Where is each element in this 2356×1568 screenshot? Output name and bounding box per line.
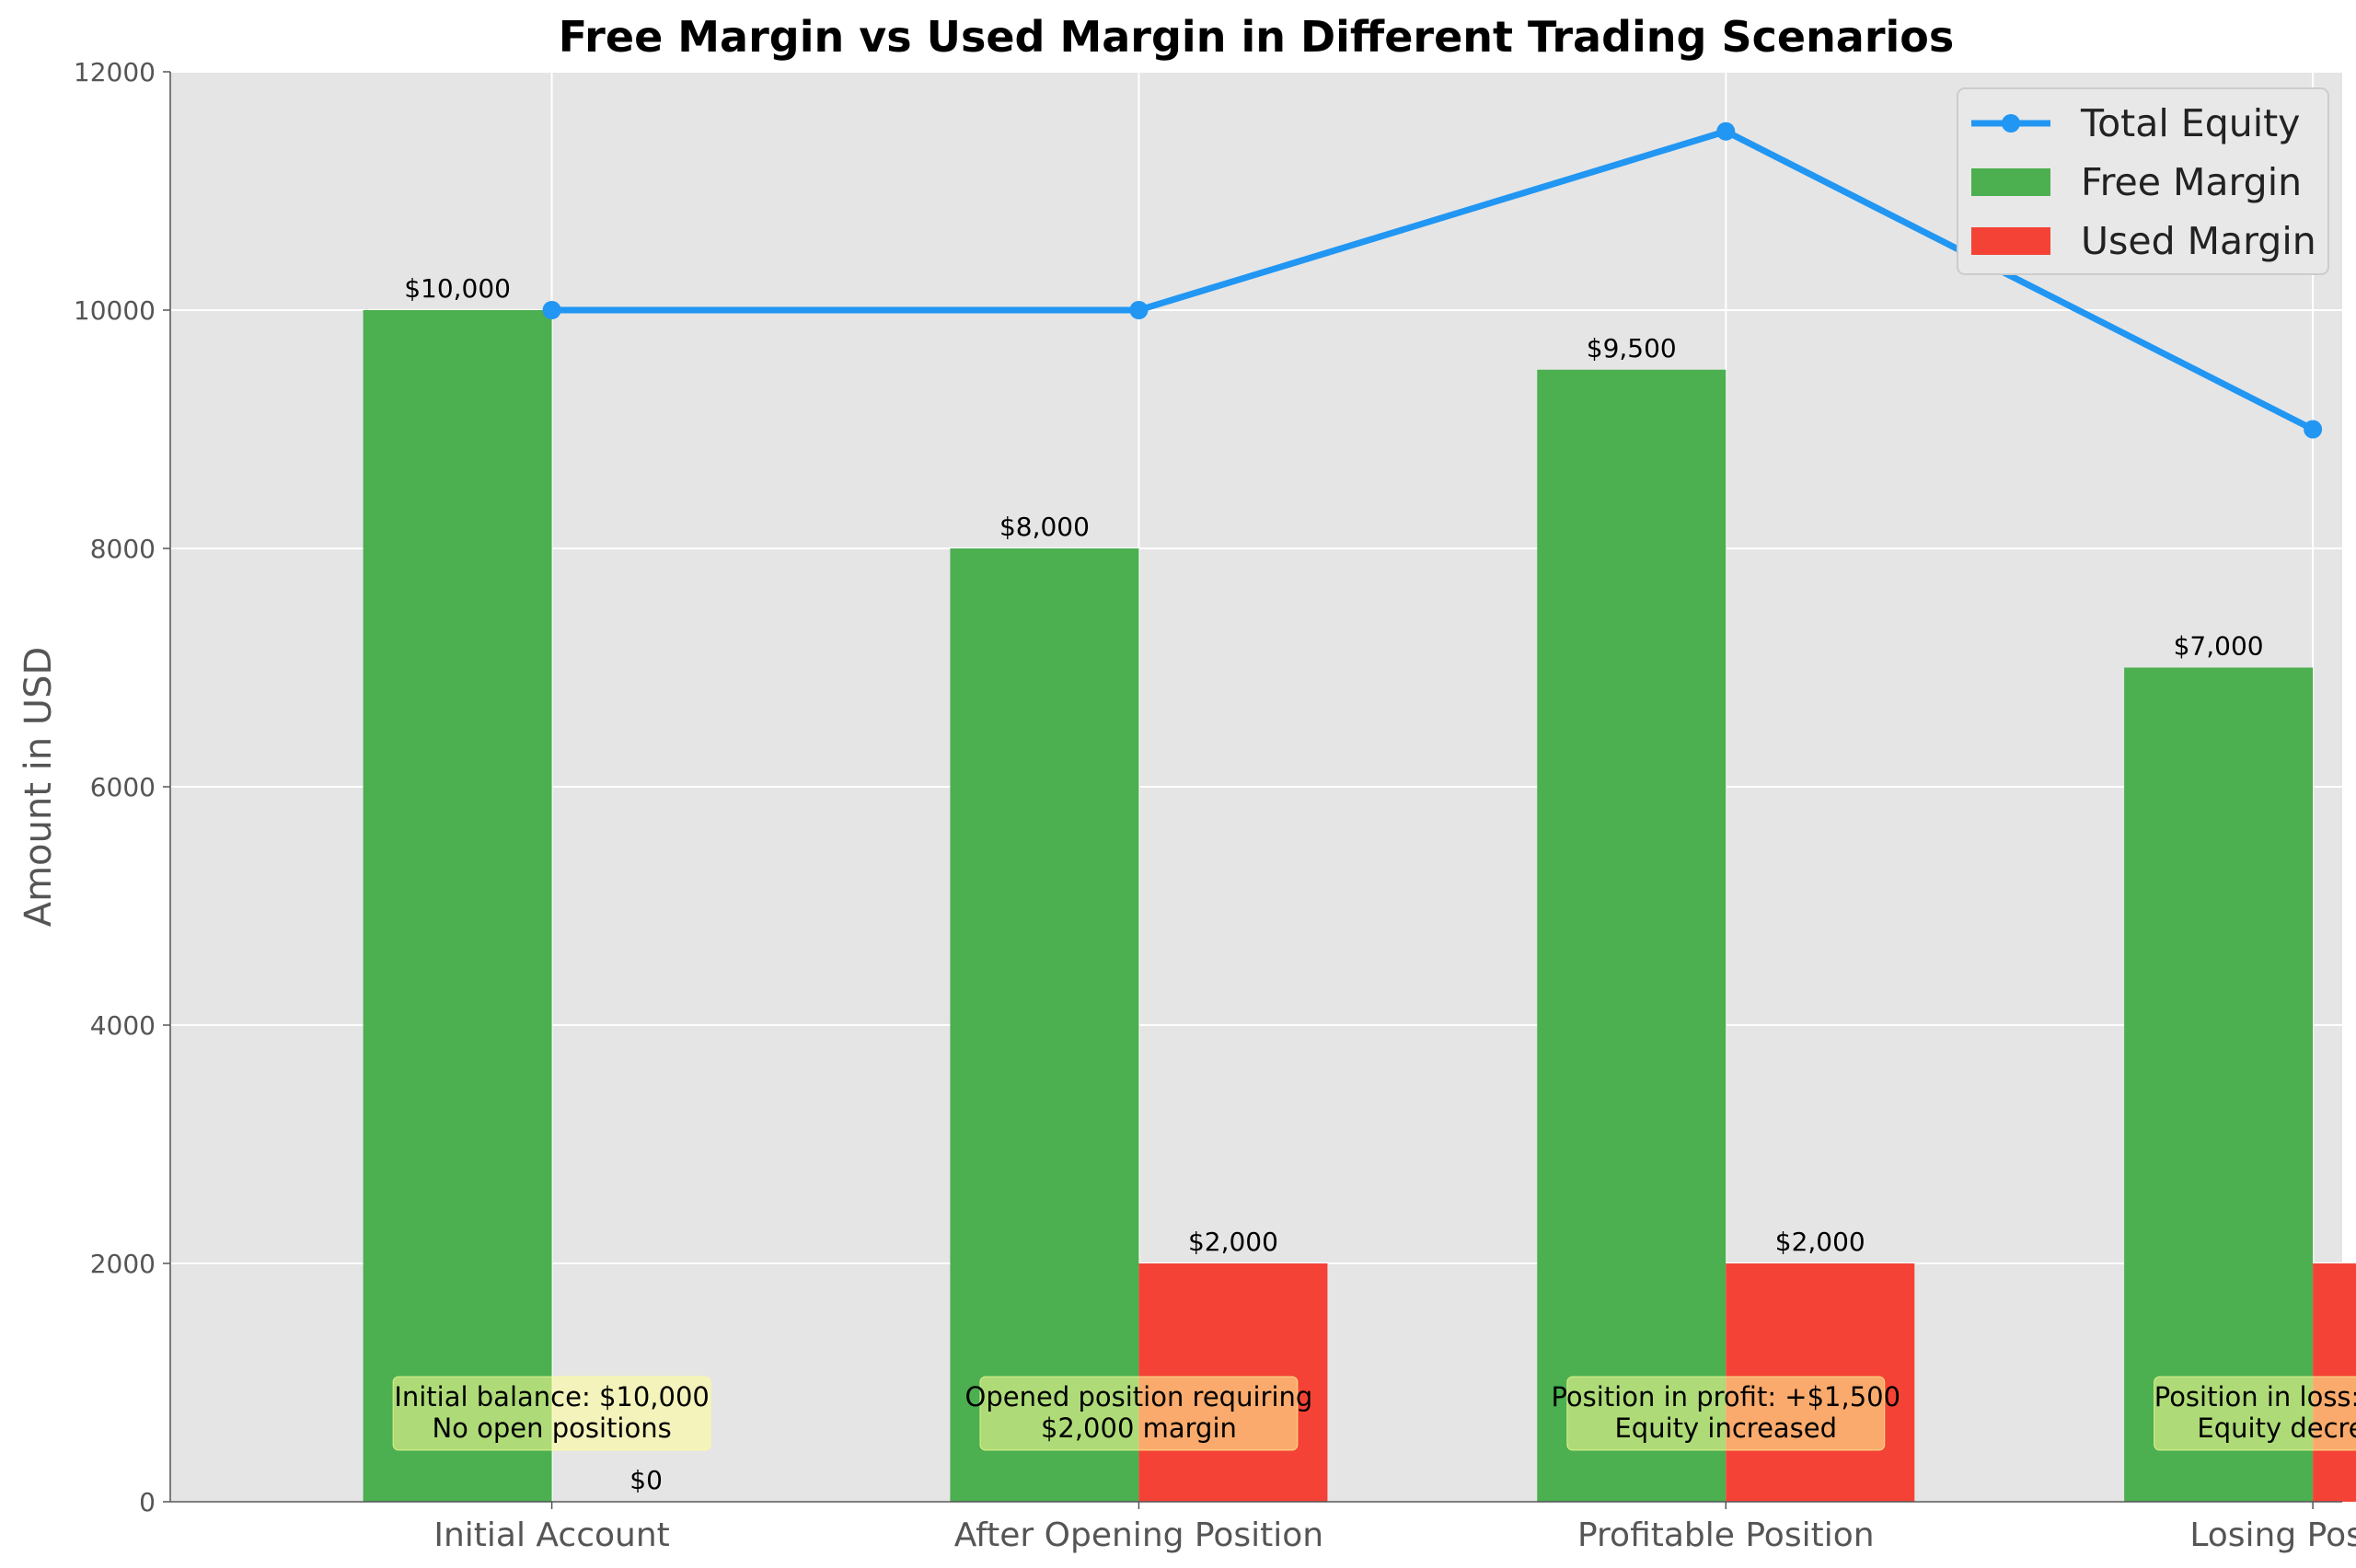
bars [363,310,2356,1502]
annotation-line: No open positions [432,1412,671,1444]
x-tick-label: Initial Account [433,1516,669,1554]
y-axis: 0 2000 4000 6000 8000 10000 12000 [74,57,171,1517]
total-equity-point [2304,420,2323,439]
annotation-line: Initial balance: $10,000 [394,1381,710,1412]
annotation-background [392,1376,711,1451]
annotation-line: $2,000 margin [1041,1412,1237,1444]
annotation-line: Equity decreased [2197,1412,2356,1444]
legend-label: Free Margin [2081,160,2302,204]
free-margin-value-label: $7,000 [2174,631,2264,662]
y-tick-label: 6000 [90,772,156,802]
y-tick-label: 8000 [90,534,156,564]
free-margin-bar [363,310,552,1502]
equity-series [542,121,2323,439]
free-margin-value-label: $9,500 [1587,333,1677,363]
annotation-box: Opened position requiring$2,000 margin [965,1376,1313,1451]
legend: Total Equity Free Margin Used Margin [1957,87,2329,275]
x-tick-label: Losing Position [2189,1516,2356,1554]
annotation-line: Equity increased [1614,1412,1837,1444]
total-equity-point [542,301,561,319]
free-margin-value-label: $8,000 [999,512,1090,542]
total-equity-point [1716,121,1736,141]
legend-marker-total-equity [2002,114,2020,133]
total-equity-point [1129,301,1149,319]
legend-swatch-free-margin [1971,168,2050,196]
free-margin-value-label: $10,000 [404,273,511,304]
total-equity-line [551,128,2315,432]
annotation-background [979,1376,1299,1451]
legend-label: Used Margin [2081,219,2316,263]
annotation-line: Position in profit: +$1,500 [1551,1381,1900,1412]
legend-swatch-used-margin [1971,227,2050,255]
used-margin-value-label: $0 [629,1465,663,1495]
free-margin-bar [950,548,1139,1502]
free-margin-bar [1537,369,1727,1502]
used-margin-value-label: $2,000 [1775,1227,1865,1257]
y-tick-label: 12000 [74,57,156,87]
y-tick-label: 4000 [90,1010,156,1041]
y-tick-label: 0 [139,1487,156,1517]
y-tick-label: 2000 [90,1249,156,1279]
annotation-line: Opened position requiring [965,1381,1313,1412]
used-margin-value-label: $2,000 [1188,1227,1278,1257]
free-margin-bar [2124,667,2314,1502]
data-labels: $10,000 $8,000 $9,500 $7,000 $0 $2,000 $2,000 $… [404,273,2264,1495]
annotation-background [1566,1376,1886,1451]
x-tick-label: After Opening Position [954,1516,1323,1554]
chart-title: Free Margin vs Used Margin in Different … [559,12,1955,62]
annotation-box: Position in loss: -$1,000Equity decrease… [2154,1376,2356,1451]
x-tick-label: Profitable Position [1577,1516,1875,1554]
annotation-background [2154,1376,2356,1451]
x-axis: Initial Account After Opening Position Pro… [170,1501,2356,1554]
annotation-line: Position in loss: -$1,000 [2154,1381,2356,1412]
legend-label: Total Equity [2080,101,2300,145]
y-axis-label: Amount in USD [17,647,60,928]
y-tick-label: 10000 [74,295,156,326]
